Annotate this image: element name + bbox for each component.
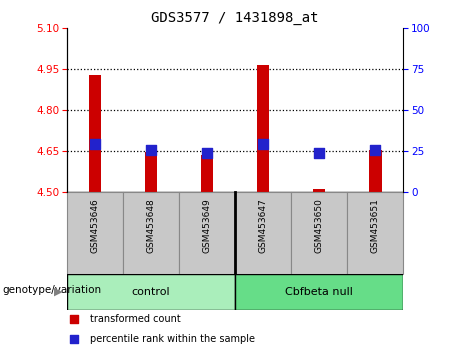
Bar (201, 155, 213, 192)
Text: GSM453648: GSM453648 (147, 198, 155, 253)
Text: transformed count: transformed count (90, 314, 181, 324)
Point (70, 336, 77, 342)
Text: control: control (132, 287, 170, 297)
Title: GDS3577 / 1431898_at: GDS3577 / 1431898_at (151, 11, 319, 24)
Text: percentile rank within the sample: percentile rank within the sample (90, 334, 255, 344)
Bar (67, 192, 123, 274)
Text: GSM453646: GSM453646 (90, 198, 100, 253)
Bar (313, 189, 325, 192)
Bar (291, 192, 347, 274)
Bar (123, 192, 179, 274)
Text: Cbfbeta null: Cbfbeta null (285, 287, 353, 297)
Bar (235, 274, 403, 310)
Bar (235, 192, 291, 274)
Text: GSM453649: GSM453649 (202, 198, 212, 253)
Bar (347, 192, 403, 274)
Bar (145, 152, 157, 192)
Bar (257, 64, 269, 192)
Point (91, 141, 99, 147)
Text: GSM453647: GSM453647 (259, 198, 268, 253)
Point (315, 150, 323, 156)
Point (203, 150, 211, 156)
Text: genotype/variation: genotype/variation (2, 285, 101, 295)
Point (260, 141, 267, 147)
Text: GSM453651: GSM453651 (371, 198, 380, 253)
Point (148, 147, 155, 153)
Bar (179, 192, 235, 274)
Bar (89, 75, 101, 192)
Bar (369, 150, 382, 192)
Point (372, 147, 379, 153)
Text: ▶: ▶ (54, 287, 62, 297)
Bar (67, 274, 235, 310)
Text: GSM453650: GSM453650 (315, 198, 324, 253)
Point (70, 316, 77, 321)
